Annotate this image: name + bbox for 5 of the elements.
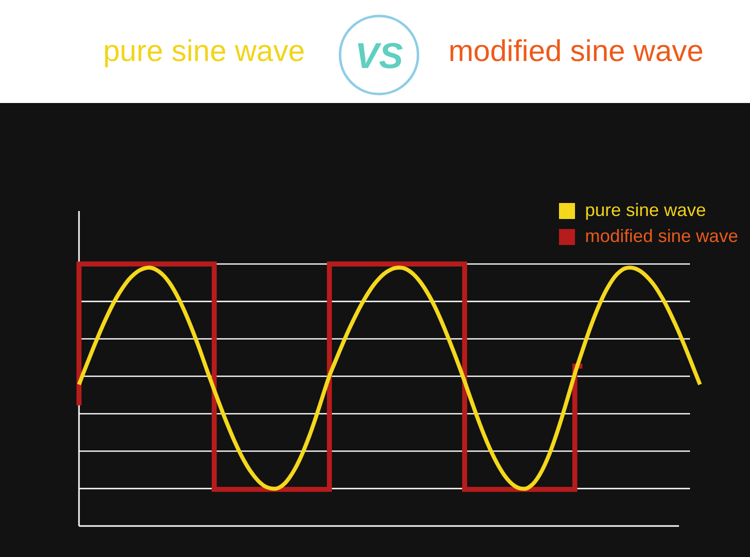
text: pure sine wave	[103, 35, 305, 68]
text: VS	[354, 35, 404, 76]
text: modified sine wave	[448, 35, 704, 68]
legend-label: pure sine wave	[585, 200, 706, 220]
legend-label: modified sine wave	[585, 226, 738, 246]
